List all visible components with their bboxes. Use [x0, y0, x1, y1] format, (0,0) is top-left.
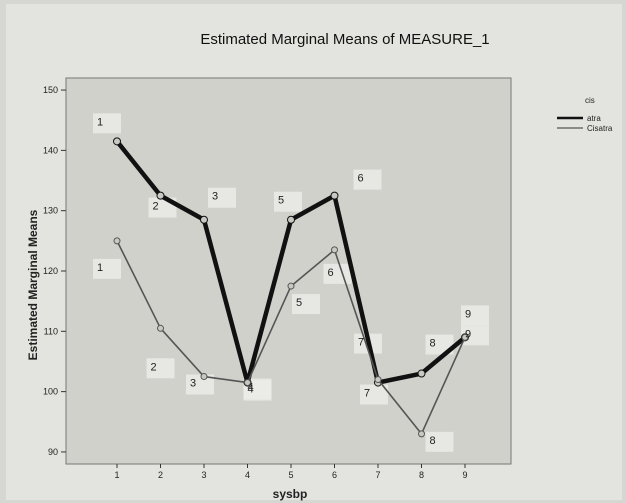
point-label: 1 [97, 116, 103, 128]
point-label: 6 [358, 173, 364, 185]
y-tick-label: 90 [48, 447, 58, 457]
x-tick-label: 7 [375, 470, 380, 480]
label-patch [461, 305, 489, 326]
data-point-0 [113, 137, 121, 146]
label-patch [93, 113, 121, 134]
label-patch [461, 325, 489, 346]
y-tick-label: 120 [43, 266, 58, 276]
y-tick-label: 140 [43, 145, 58, 155]
y-axis: 90 100 110 120 130 140 150 [43, 85, 66, 457]
label-patch [425, 334, 454, 355]
point-label: 8 [430, 338, 436, 350]
data-point-1 [374, 376, 382, 384]
point-label: 1 [97, 262, 103, 274]
data-point-0 [200, 215, 208, 224]
label-patch [425, 431, 454, 452]
point-label: 9 [465, 308, 471, 320]
data-point-1 [113, 237, 121, 245]
series-layer [113, 137, 469, 438]
x-tick-label: 4 [245, 470, 250, 480]
data-point-0 [417, 369, 426, 378]
point-label: 7 [364, 388, 370, 400]
data-point-0 [330, 191, 339, 200]
point-label: 3 [212, 191, 218, 203]
x-tick-label: 9 [462, 470, 467, 480]
label-patch [360, 384, 388, 405]
x-tick-label: 5 [288, 470, 293, 480]
data-point-1 [418, 430, 425, 438]
y-tick-label: 110 [44, 326, 58, 336]
x-axis: 1 2 3 4 5 6 7 8 9 [114, 464, 468, 480]
point-label: 2 [153, 201, 159, 213]
legend-entry: atra [587, 114, 601, 123]
y-tick-label: 100 [43, 387, 58, 397]
x-axis-label: sysbp [273, 487, 308, 501]
point-label: 4 [248, 382, 254, 394]
data-point-1 [461, 333, 469, 341]
label-patch [146, 358, 175, 379]
point-label: 6 [328, 267, 334, 279]
point-label: 2 [151, 361, 157, 373]
data-point-1 [244, 379, 251, 387]
point-label: 3 [190, 378, 196, 390]
x-tick-label: 8 [419, 470, 424, 480]
point-label: 9 [465, 328, 471, 340]
data-point-0 [156, 191, 165, 200]
label-patches [93, 113, 489, 452]
label-patch [208, 187, 236, 208]
point-label: 4 [248, 384, 254, 396]
data-point-1 [287, 282, 295, 290]
y-axis-label: Estimated Marginal Means [26, 209, 40, 360]
legend-entry: Cisatra [587, 124, 613, 133]
x-tick-label: 3 [201, 470, 206, 480]
point-label: 7 [358, 337, 364, 349]
y-tick-label: 130 [43, 206, 58, 216]
x-tick-label: 1 [114, 470, 119, 480]
point-label: 5 [278, 195, 284, 207]
data-point-1 [157, 324, 164, 332]
label-patch [292, 294, 320, 315]
legend-title: cis [585, 96, 595, 105]
data-point-1 [331, 246, 338, 254]
point-label: 8 [430, 435, 436, 447]
label-patch [186, 374, 214, 395]
point-label: 5 [296, 297, 302, 309]
x-tick-label: 6 [332, 470, 337, 480]
label-patch [353, 169, 382, 190]
data-point-0 [287, 215, 295, 224]
chart-title: Estimated Marginal Means of MEASURE_1 [200, 31, 489, 48]
label-patch [93, 258, 121, 279]
x-tick-label: 2 [158, 470, 163, 480]
data-point-1 [200, 373, 208, 381]
y-tick-label: 150 [43, 85, 58, 95]
label-patch [274, 191, 302, 212]
